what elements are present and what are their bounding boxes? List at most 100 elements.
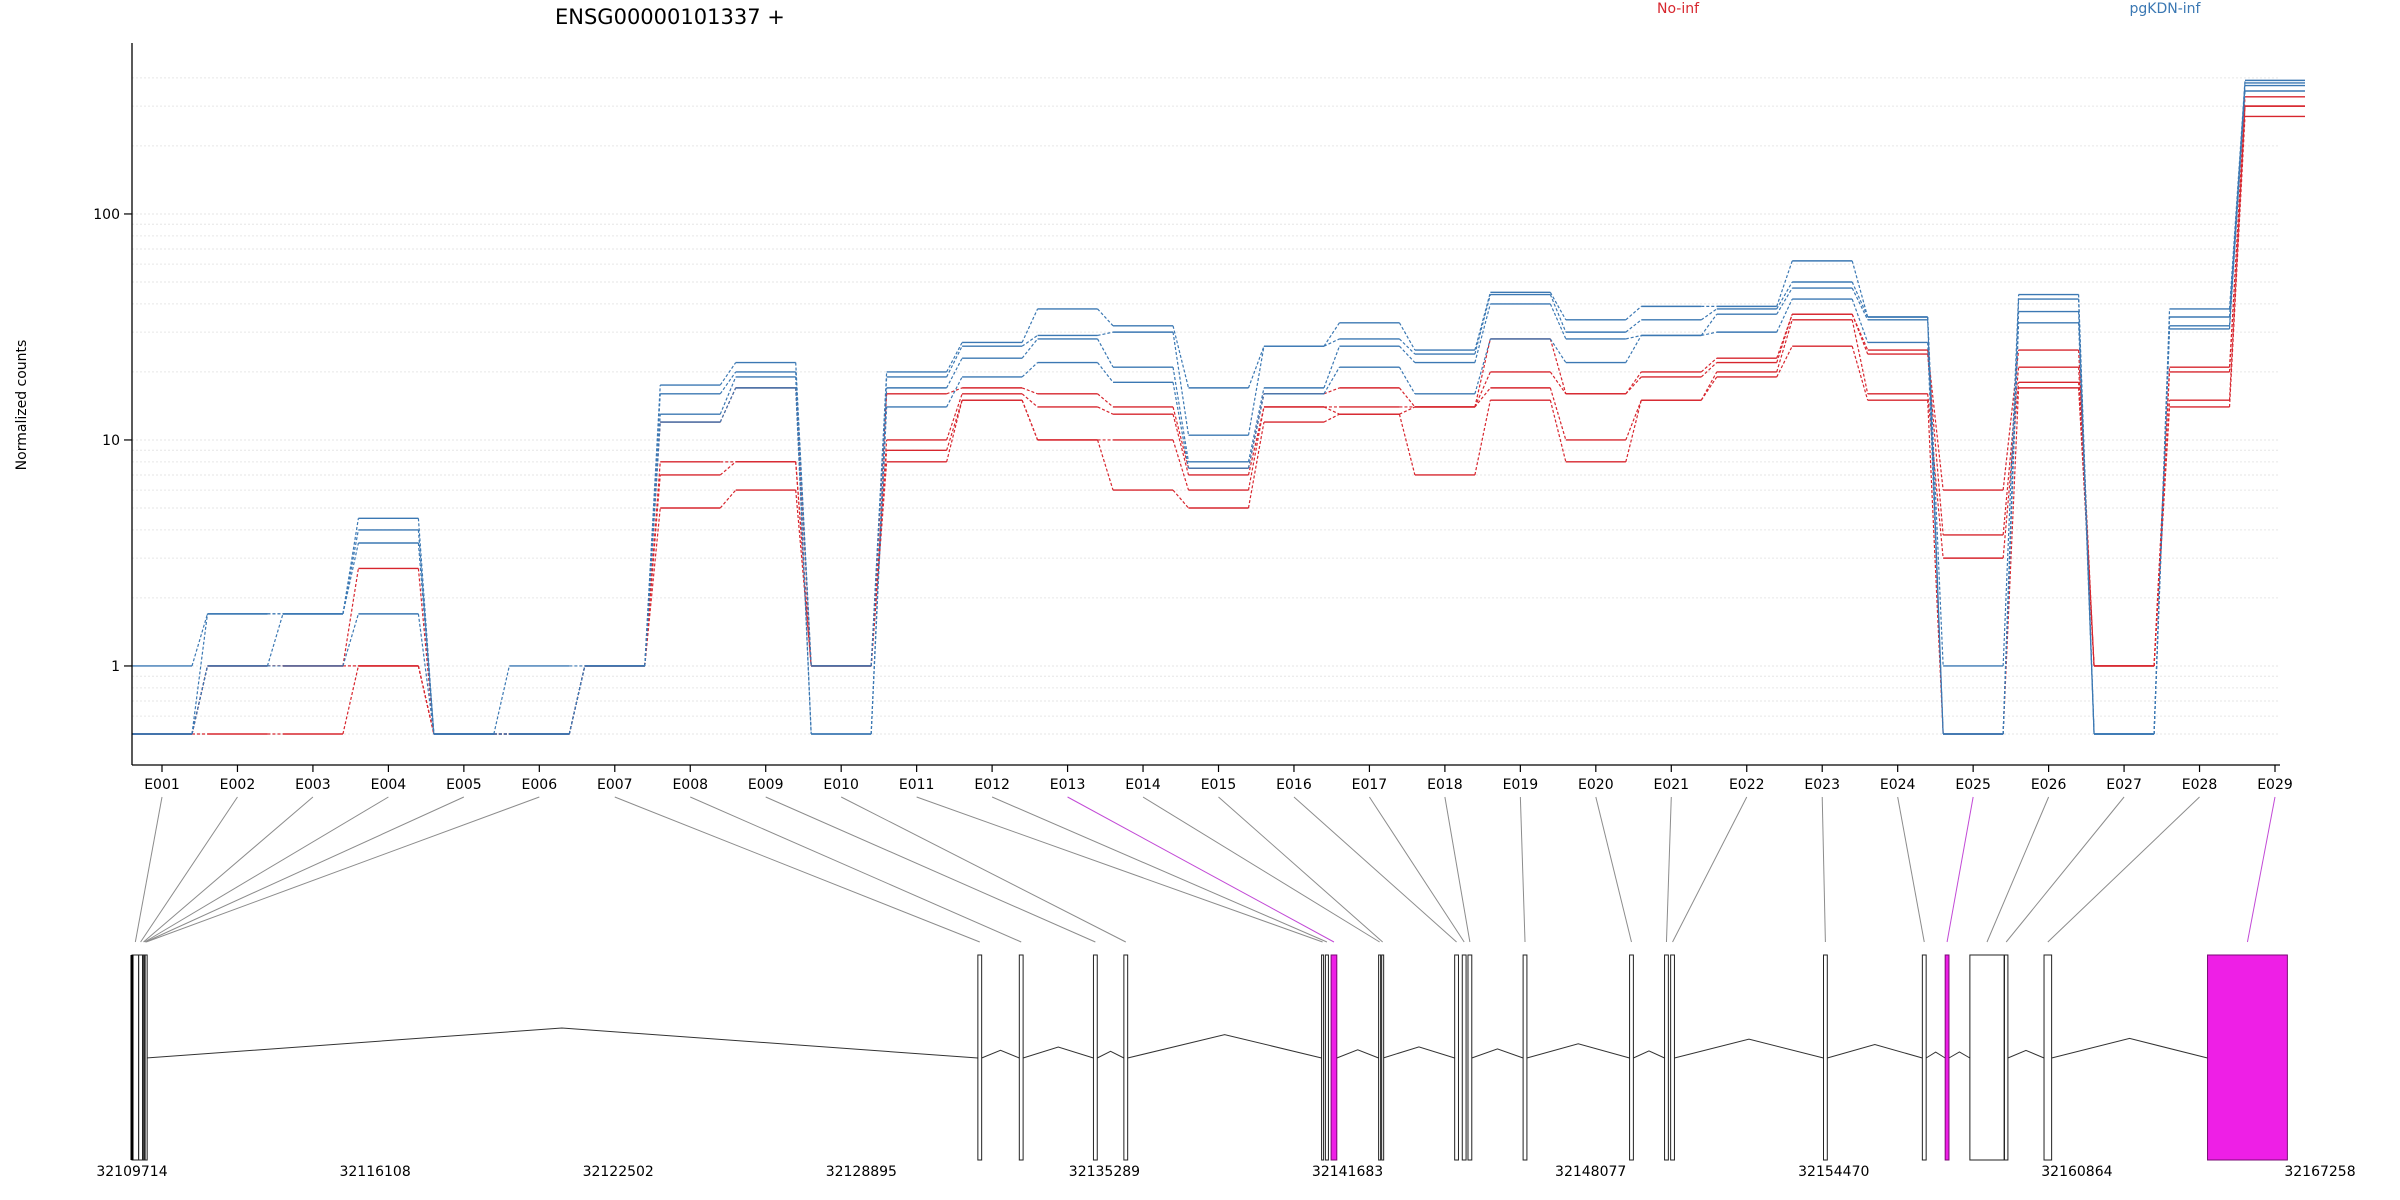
- x-tick-label-E008: E008: [672, 777, 708, 793]
- link-No-inf-s0-19: [1625, 371, 1642, 395]
- link-No-inf-s1-21: [1776, 314, 1793, 363]
- exon-box-E026: [1969, 954, 2005, 1161]
- link-No-inf-s2-6: [644, 474, 661, 667]
- connector-E022: [1672, 796, 1748, 943]
- connector-E025: [1946, 796, 1974, 943]
- x-ticks: E001 E002 E003 E004 E005 E006 E007 E008 E009 E010…: [144, 765, 2293, 793]
- connector-E024: [1897, 796, 1925, 943]
- link-No-inf-s2-22: [1851, 319, 1869, 394]
- x-tick-label-E024: E024: [1880, 777, 1916, 793]
- exon-box-E022: [1670, 954, 1675, 1161]
- link-No-inf-s3-19: [1625, 400, 1642, 463]
- link-No-inf-s3-7: [719, 489, 737, 509]
- coord-label-8: 32160864: [2041, 1164, 2112, 1180]
- link-pgKDN-inf-s3-25: [2078, 322, 2095, 735]
- link-pgKDN-inf-s0-10: [946, 342, 963, 373]
- series-1-sample-1: [132, 82, 2305, 735]
- link-pgKDN-inf-s2-10: [946, 357, 963, 389]
- intron-27: [2051, 1037, 2208, 1059]
- link-No-inf-s2-20: [1700, 371, 1718, 401]
- link-pgKDN-inf-s2-21: [1776, 287, 1793, 315]
- intron-9: [1127, 1034, 1322, 1059]
- link-pgKDN-inf-s3-7: [719, 387, 737, 423]
- x-tick-label-E014: E014: [1125, 777, 1161, 793]
- link-pgKDN-inf-s2-7: [719, 376, 737, 415]
- link-pgKDN-inf-s0-11: [1021, 308, 1039, 343]
- axes: [131, 43, 2280, 766]
- link-No-inf-s1-17: [1474, 371, 1491, 408]
- link-pgKDN-inf-s2-3: [417, 542, 435, 735]
- link-pgKDN-inf-s3-17: [1474, 338, 1491, 394]
- link-No-inf-s0-23: [1927, 349, 1944, 491]
- x-tick-label-E012: E012: [974, 777, 1010, 793]
- link-pgKDN-inf-s0-24: [2002, 294, 2020, 666]
- link-No-inf-s1-22: [1851, 314, 1869, 355]
- x-tick-label-E021: E021: [1653, 777, 1689, 793]
- link-No-inf-s1-18: [1549, 371, 1567, 395]
- link-No-inf-s2-16: [1399, 406, 1416, 415]
- x-tick-label-E009: E009: [748, 777, 784, 793]
- link-pgKDN-inf-s2-2: [342, 542, 359, 615]
- link-pgKDN-inf-s3-3: [417, 613, 435, 735]
- link-pgKDN-inf-s2-11: [1021, 338, 1039, 359]
- link-pgKDN-inf-s2-12: [1097, 338, 1114, 368]
- intron-7: [1022, 1046, 1094, 1059]
- connector-E010: [840, 796, 1126, 943]
- x-tick-label-E013: E013: [1050, 777, 1086, 793]
- link-pgKDN-inf-s3-24: [2002, 322, 2020, 735]
- link-pgKDN-inf-s2-20: [1700, 313, 1718, 336]
- link-No-inf-s2-23: [1927, 393, 1944, 559]
- exon-box-E010: [1123, 954, 1129, 1161]
- link-No-inf-s2-13: [1172, 439, 1190, 491]
- exon-box-E024: [1921, 954, 1927, 1161]
- link-pgKDN-inf-s0-4: [493, 665, 510, 735]
- connector-E007: [614, 796, 980, 943]
- exon-box-E021: [1664, 954, 1669, 1161]
- link-No-inf-s3-11: [1021, 399, 1039, 441]
- exon-box-E023: [1822, 954, 1828, 1161]
- connector-E012: [991, 796, 1328, 943]
- x-tick-label-E019: E019: [1503, 777, 1539, 793]
- exon-box-E028: [2043, 954, 2053, 1161]
- x-tick-label-E018: E018: [1427, 777, 1463, 793]
- link-No-inf-s1-12: [1097, 406, 1114, 415]
- link-pgKDN-inf-s2-17: [1474, 303, 1491, 363]
- link-No-inf-s1-14: [1247, 406, 1265, 476]
- y-axis-title: Normalized counts: [14, 340, 30, 471]
- link-No-inf-s1-20: [1700, 362, 1718, 378]
- link-pgKDN-inf-s2-15: [1323, 345, 1340, 389]
- coord-label-7: 32154470: [1798, 1164, 1869, 1180]
- exon-box-E025: [1944, 954, 1950, 1161]
- x-tick-label-E025: E025: [1955, 777, 1991, 793]
- x-tick-label-E023: E023: [1804, 777, 1840, 793]
- link-No-inf-s3-23: [1927, 400, 1944, 735]
- coord-label-4: 32135289: [1069, 1164, 1140, 1180]
- intron-17: [1471, 1048, 1524, 1059]
- exon-box-E027: [2003, 954, 2009, 1161]
- x-tick-label-E005: E005: [446, 777, 482, 793]
- link-pgKDN-inf-s0-12: [1097, 308, 1114, 327]
- intron-23: [1925, 1051, 1946, 1059]
- link-pgKDN-inf-s1-10: [946, 345, 963, 378]
- genomic-coordinates: 32109714 32116108 32122502 32128895 32135289…: [96, 1164, 2355, 1180]
- link-pgKDN-inf-s0-22: [1851, 260, 1869, 318]
- link-No-inf-s1-24: [2002, 367, 2020, 535]
- legend-pgkdn-inf: pgKDN-inf: [2130, 1, 2202, 17]
- link-No-inf-s0-16: [1398, 387, 1416, 408]
- link-pgKDN-inf-s1-12: [1097, 331, 1114, 337]
- link-No-inf-s2-21: [1776, 319, 1793, 373]
- connector-E011: [916, 796, 1323, 943]
- link-No-inf-s0-20: [1700, 357, 1718, 373]
- connector-E014: [1142, 796, 1380, 943]
- link-pgKDN-inf-s2-27: [2228, 85, 2246, 326]
- x-tick-label-E029: E029: [2257, 777, 2293, 793]
- x-tick-label-E026: E026: [2031, 777, 2067, 793]
- link-pgKDN-inf-s0-14: [1247, 345, 1265, 389]
- intron-8: [1097, 1050, 1125, 1059]
- x-tick-label-E003: E003: [295, 777, 331, 793]
- exon-box-E002: [138, 954, 143, 1161]
- connector-E004: [144, 796, 389, 943]
- link-pgKDN-inf-s3-11: [1021, 362, 1038, 378]
- link-pgKDN-inf-s2-1: [266, 613, 284, 667]
- link-No-inf-s1-27: [2228, 96, 2246, 372]
